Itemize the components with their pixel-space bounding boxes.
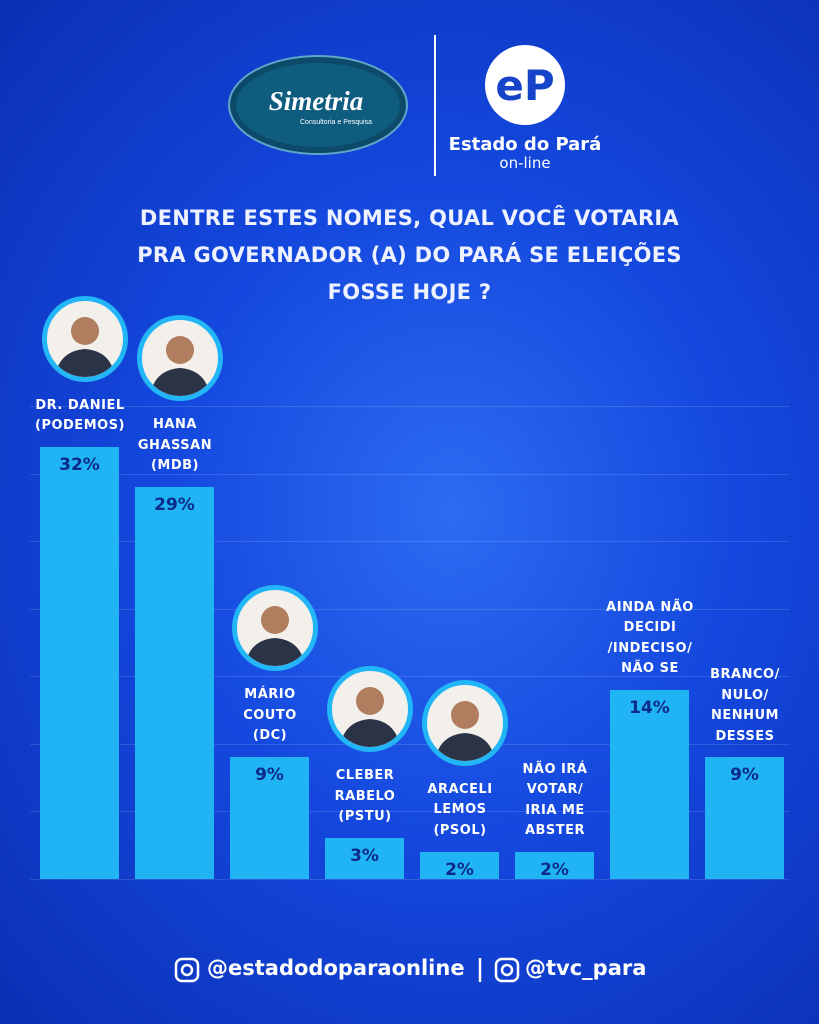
- ep-mark: eP: [495, 61, 554, 110]
- instagram-icon: [174, 957, 200, 983]
- grid-line: [30, 743, 790, 745]
- bar: [610, 689, 689, 879]
- portrait-head: [166, 336, 194, 365]
- grid-line: [30, 541, 790, 543]
- value-label: 9%: [255, 765, 284, 786]
- ep-logo: [485, 45, 565, 125]
- portrait-body: [245, 638, 305, 667]
- portrait-head: [261, 606, 289, 635]
- portrait: [55, 316, 115, 377]
- value-label: 14%: [629, 697, 670, 718]
- bar: [135, 487, 214, 879]
- simetria-logo-inner: [236, 63, 400, 147]
- bar: [325, 838, 404, 879]
- grid-line: [30, 879, 790, 880]
- bar: [705, 757, 784, 879]
- portrait: [340, 687, 400, 748]
- bar: [420, 851, 499, 879]
- value-label: 32%: [59, 454, 100, 475]
- category-label: NÃO IRÁ VOTAR/ IRIA ME ABSTER: [522, 761, 588, 839]
- logos: Simetria Consultoria e Pesquisa eP Estad…: [228, 35, 602, 176]
- category-label: DR. DANIEL (PODEMOS): [35, 397, 125, 434]
- value-label: 29%: [154, 495, 195, 516]
- value-label: 9%: [730, 765, 759, 786]
- instagram-handle: @estadodoparaonline: [207, 956, 465, 980]
- portrait: [245, 606, 305, 667]
- portrait-body: [340, 719, 400, 748]
- portrait-head: [71, 316, 99, 345]
- grid-line: [30, 608, 790, 610]
- bar: [515, 851, 594, 879]
- portrait-head: [451, 700, 479, 729]
- portrait-body: [150, 368, 210, 397]
- grid-line: [30, 406, 790, 407]
- logo-left-sub: Consultoria e Pesquisa: [300, 119, 372, 126]
- candidate-photo: [327, 666, 413, 753]
- category-label: BRANCO/ NULO/ NENHUM DESSES: [710, 667, 780, 744]
- bar: [230, 757, 309, 879]
- value-label: 3%: [350, 846, 379, 867]
- instagram-handle: @tvc_para: [525, 956, 647, 980]
- grid-line: [30, 676, 790, 678]
- instagram-icon-lens: [500, 963, 514, 977]
- portrait: [435, 700, 495, 761]
- portrait: [150, 336, 210, 397]
- candidate-photo: [232, 585, 318, 672]
- category-label: ARACELI LEMOS (PSOL): [427, 781, 493, 838]
- instagram-icon-lens: [180, 963, 194, 977]
- value-label: 2%: [540, 859, 569, 880]
- category-label: HANA GHASSAN (MDB): [137, 417, 213, 474]
- portrait-head: [356, 687, 384, 716]
- category-label: MÁRIO COUTO (DC): [243, 687, 297, 744]
- footer-icons: [174, 957, 520, 983]
- bar: [40, 446, 119, 879]
- logo-left: Simetria: [269, 86, 364, 116]
- candidate-photo: [137, 315, 223, 402]
- portrait-body: [55, 348, 115, 377]
- candidate-photo: [42, 295, 128, 382]
- chart-title: DENTRE ESTES NOMES, QUAL VOCÊ VOTARIA PR…: [137, 206, 682, 304]
- logo-right: Estado do Pará: [449, 134, 602, 155]
- candidate-photo: [422, 679, 508, 766]
- grid-line: [30, 811, 790, 813]
- instagram-icon: [494, 957, 520, 983]
- logo-right-sub: on-line: [499, 154, 550, 172]
- category-label: CLEBER RABELO (PSTU): [334, 768, 396, 825]
- category-label: AINDA NÃO DECIDI /INDECISO/ NÃO SE: [606, 599, 694, 677]
- portrait-body: [435, 732, 495, 761]
- grid-line: [30, 473, 790, 475]
- value-label: 2%: [445, 859, 474, 880]
